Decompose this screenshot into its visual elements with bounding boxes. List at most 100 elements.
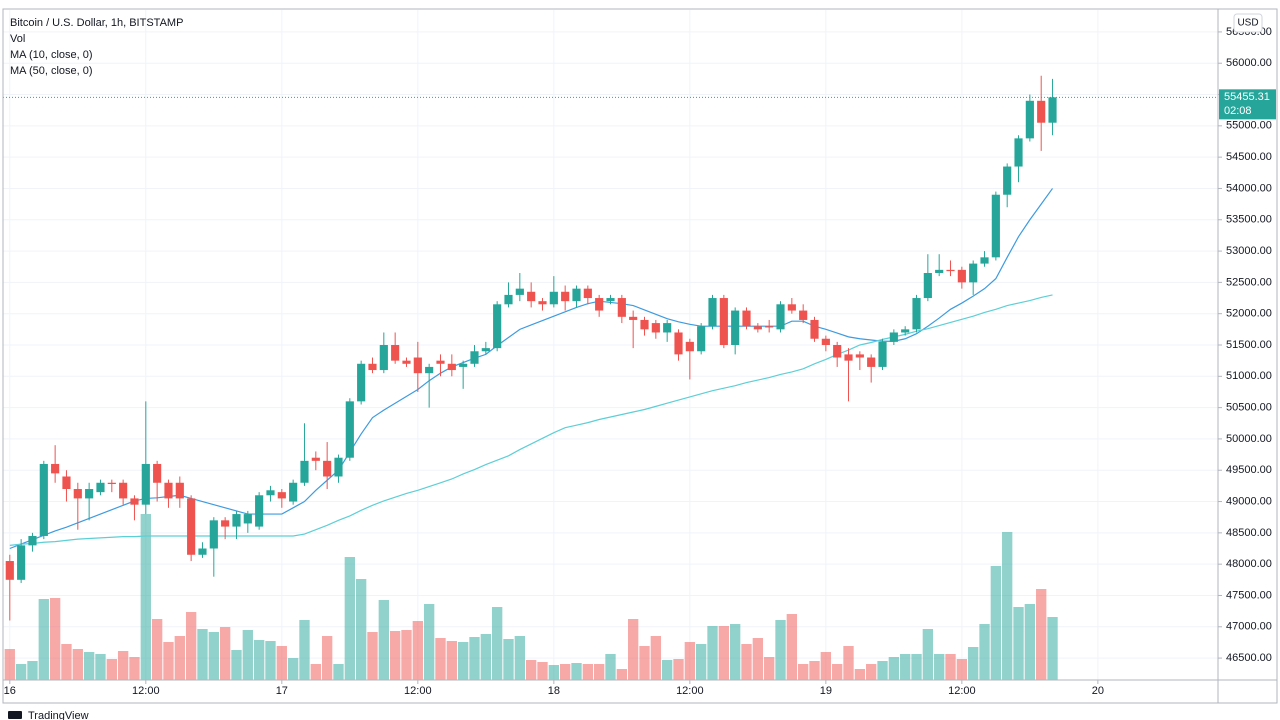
ma-line	[9, 294, 1053, 546]
currency-box[interactable]	[1233, 13, 1263, 33]
candle-body	[753, 326, 762, 330]
candle-body	[697, 326, 706, 352]
volume-bar	[163, 642, 174, 680]
grid	[3, 10, 1218, 680]
volume-bar	[185, 612, 197, 680]
candle-body	[73, 489, 82, 499]
volume-bar	[741, 644, 752, 680]
candle-body	[368, 363, 377, 371]
candle-body	[62, 476, 71, 490]
x-tick-label: 12:00	[132, 685, 160, 697]
candle-body	[1048, 97, 1057, 123]
candle-body	[561, 291, 570, 302]
candle-body	[946, 269, 955, 272]
candle-body	[651, 323, 660, 333]
candle-body	[130, 498, 139, 505]
candle-body	[969, 263, 978, 283]
candle-body	[334, 457, 343, 477]
volume-bar	[866, 664, 877, 680]
volume-bar	[752, 638, 764, 680]
candle-body	[595, 298, 604, 311]
y-tick-label: 48500.00	[1226, 527, 1272, 539]
volume-bar	[457, 642, 469, 680]
volume-bar	[854, 669, 866, 680]
volume-bar	[299, 620, 310, 680]
y-tick-label: 51500.00	[1226, 339, 1272, 351]
candle-body	[799, 310, 808, 320]
volume-bar	[548, 665, 559, 680]
volume-bar	[355, 579, 367, 680]
candle-body	[357, 363, 366, 402]
ma10-legend: MA (10, close, 0)	[10, 49, 93, 61]
volume-bar	[197, 629, 208, 680]
currency-label[interactable]: USD	[1237, 18, 1258, 29]
volume-bar	[49, 598, 61, 680]
candle-body	[141, 463, 150, 505]
volume-bar	[571, 663, 582, 680]
candle-body	[243, 514, 252, 524]
volume-bar	[378, 600, 389, 680]
candle-body	[855, 354, 864, 358]
y-tick-label: 53500.00	[1226, 214, 1272, 226]
y-tick-label: 47500.00	[1226, 589, 1272, 601]
y-tick-label: 47000.00	[1226, 621, 1272, 633]
candle-body	[481, 348, 490, 352]
volume-bar	[83, 652, 95, 680]
volume-legend: Vol	[10, 33, 25, 45]
currency-badge[interactable]: USD	[1233, 13, 1263, 33]
volume-bar	[1047, 617, 1058, 680]
x-tick-label: 18	[548, 685, 560, 697]
candle-body	[17, 545, 26, 580]
volume-bar	[219, 627, 231, 680]
y-tick-label: 49500.00	[1226, 464, 1272, 476]
candle-body	[425, 366, 434, 374]
volume-bar	[979, 624, 990, 680]
candle-body	[742, 310, 751, 327]
candle-body	[833, 345, 842, 358]
volume-bar	[242, 630, 253, 680]
candle-body	[221, 520, 230, 527]
x-tick-label: 16	[4, 685, 16, 697]
candle-body	[912, 298, 921, 330]
volume-bar	[559, 664, 571, 680]
volume-bar	[389, 631, 401, 680]
volume-bar	[809, 661, 820, 680]
candle-body	[980, 257, 989, 264]
candle-body	[232, 514, 241, 527]
candle-body	[1014, 138, 1023, 167]
y-tick-label: 54000.00	[1226, 182, 1272, 194]
volume-bar	[1002, 532, 1013, 680]
volume-bar	[537, 662, 548, 680]
volume-bar	[117, 651, 129, 680]
volume-bar	[911, 654, 922, 680]
candle-body	[277, 492, 286, 499]
volume-bar	[696, 644, 707, 680]
candle-body	[1037, 100, 1046, 123]
candle-body	[878, 341, 887, 367]
candle-body	[323, 460, 332, 477]
volume-bar	[662, 660, 673, 680]
volume-bar	[129, 657, 140, 680]
volume-bar	[968, 647, 979, 680]
volume-pane	[4, 514, 1058, 680]
volume-bar	[310, 664, 321, 680]
candle-body	[674, 332, 683, 355]
candle-body	[493, 304, 502, 349]
candle-body	[776, 304, 785, 330]
volume-bar	[514, 636, 525, 680]
volume-bar	[208, 632, 219, 680]
candle-body	[28, 535, 37, 546]
last-price-badge	[1219, 89, 1276, 120]
y-tick-label: 49000.00	[1226, 495, 1272, 507]
y-tick-label: 46500.00	[1226, 652, 1272, 664]
x-tick-label: 20	[1092, 685, 1104, 697]
volume-bar	[423, 604, 435, 680]
candle-body	[153, 463, 162, 483]
candle-body	[572, 288, 581, 302]
candle-body	[821, 338, 830, 345]
candle-body	[5, 561, 14, 580]
candle-body	[289, 482, 298, 502]
y-tick-label: 48000.00	[1226, 558, 1272, 570]
volume-bar	[775, 620, 786, 680]
